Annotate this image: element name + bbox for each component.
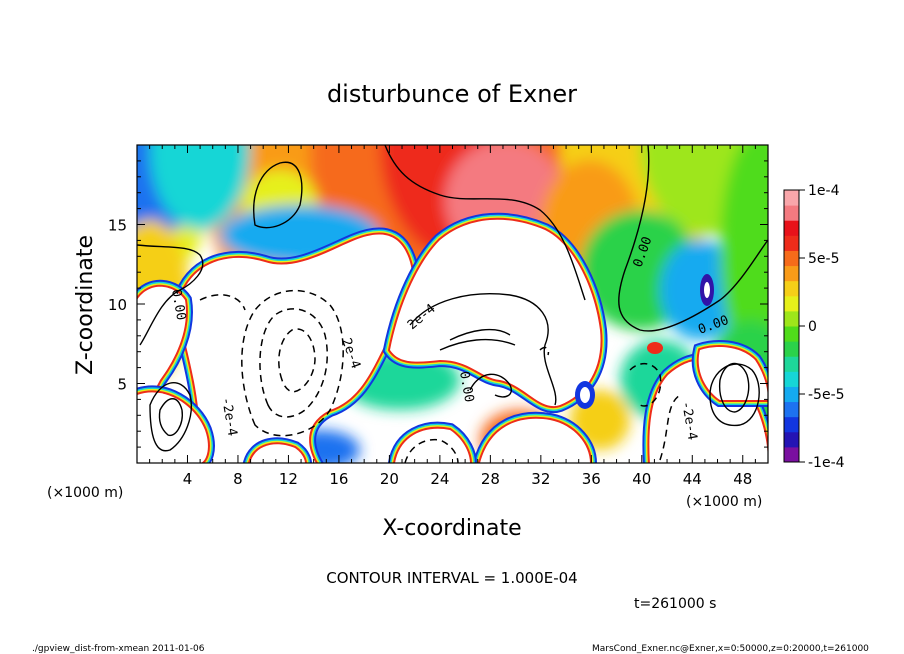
x-axis: 4 8 12 16 20 24 28 32 36 40 44 48: [136, 145, 769, 488]
colorbar-swatch: [784, 371, 799, 387]
colorbar-swatch: [784, 356, 799, 372]
y-tick-label: 15: [108, 217, 127, 235]
saturated-region: [390, 219, 601, 407]
x-unit-label-right: (×1000 m): [686, 494, 762, 510]
saturated-region: [179, 234, 412, 463]
contour-solid: [149, 382, 192, 452]
y-axis: 5 10 15: [108, 144, 768, 464]
contour-solid: [253, 161, 303, 229]
colorbar-swatch: [784, 280, 799, 297]
saturated-regions: [137, 212, 768, 463]
x-tick-label: 12: [279, 470, 298, 488]
contour-dashed: [199, 294, 246, 311]
contour-dashed: [278, 328, 316, 393]
y-axis-label: Z-coordinate: [73, 235, 98, 375]
colorbar-tick-label: 0: [808, 319, 817, 335]
time-text: t=261000 s: [634, 596, 716, 612]
contour-label: -2e-4: [678, 400, 700, 441]
colorbar-ticks: 1e-4 5e-5 0 -5e-5 -1e-4: [799, 183, 845, 471]
x-tick-label: 36: [582, 470, 601, 488]
x-tick-label: 48: [733, 470, 752, 488]
colorbar-swatch: [784, 295, 799, 312]
y-tick-label: 10: [108, 296, 127, 314]
contour-solid: [469, 373, 512, 398]
colorbar-swatch: [784, 401, 799, 418]
x-tick-label: 20: [380, 470, 399, 488]
contour-solid: [439, 338, 516, 351]
contour-label: 0.00: [456, 370, 476, 403]
low-spot: [580, 387, 590, 403]
x-tick-label: 40: [632, 470, 651, 488]
field-blob: [720, 145, 768, 370]
x-tick-label: 16: [329, 470, 348, 488]
colorbar-swatch: [784, 431, 799, 448]
footer-left: ./gpview_dist-from-xmean 2011-01-06: [32, 644, 205, 654]
saturated-region: [137, 286, 186, 410]
x-tick-label: 44: [683, 470, 702, 488]
chart-title: disturbunce of Exner: [327, 80, 577, 108]
contour-lines: [137, 145, 768, 463]
low-spot: [704, 282, 710, 298]
x-unit-label: (×1000 m): [47, 485, 123, 501]
colorbar-swatch: [784, 235, 799, 251]
colorbar: [783, 189, 800, 463]
colorbar-swatch: [784, 265, 799, 282]
footer-right: MarsCond_Exner.nc@Exner,x=0:50000,z=0:20…: [592, 644, 869, 654]
contour-solid: [137, 244, 204, 346]
x-tick-label: 4: [183, 470, 193, 488]
colorbar-swatch: [784, 190, 799, 206]
colorbar-swatch: [784, 205, 799, 221]
contour-dashed: [659, 394, 681, 461]
contour-solid: [718, 362, 750, 413]
colorbar-tick-label: -5e-5: [808, 387, 845, 403]
colorbar-swatch: [784, 446, 799, 463]
colorbar-tick-label: 1e-4: [808, 183, 840, 199]
x-tick-label: 28: [481, 470, 500, 488]
colorbar-swatch: [784, 310, 799, 327]
colorbar-swatch: [784, 326, 799, 342]
x-axis-label: X-coordinate: [382, 516, 521, 541]
colorbar-swatch: [784, 386, 799, 403]
colorbar-swatch: [784, 341, 799, 357]
x-tick-label: 24: [430, 470, 449, 488]
x-tick-label: 8: [233, 470, 243, 488]
colorbar-tick-label: -1e-4: [808, 455, 845, 471]
colorbar-tick-label: 5e-5: [808, 251, 839, 267]
plot-area: [137, 145, 768, 463]
colorbar-swatch: [784, 416, 799, 433]
saturated-region: [250, 444, 305, 463]
contour-solid: [709, 363, 760, 427]
high-spot: [647, 342, 663, 354]
contour-interval-text: CONTOUR INTERVAL = 1.000E-04: [326, 569, 577, 587]
contour-solid: [409, 293, 557, 406]
contour-solid: [158, 398, 183, 437]
contour-dashed: [259, 308, 328, 418]
colorbar-swatch: [784, 220, 799, 236]
y-tick-label: 5: [117, 376, 127, 394]
saturated-region: [698, 347, 768, 400]
contour-dashed: [404, 438, 459, 463]
colorbar-swatch: [784, 250, 799, 267]
contour-dashed: [629, 363, 662, 407]
contour-solid: [384, 145, 586, 301]
saturated-region: [137, 392, 208, 463]
field-blob: [150, 145, 250, 230]
contour-label: 0.00: [168, 288, 188, 321]
field-blobs: [137, 145, 768, 463]
contour-solid: [618, 145, 768, 332]
contour-dashed: [539, 346, 550, 356]
saturated-region: [480, 418, 590, 463]
contour-dashed: [241, 289, 344, 437]
x-tick-label: 32: [531, 470, 550, 488]
saturated-region: [395, 428, 470, 463]
contour-solid: [449, 328, 511, 341]
contour-label: -2e-4: [218, 396, 240, 437]
